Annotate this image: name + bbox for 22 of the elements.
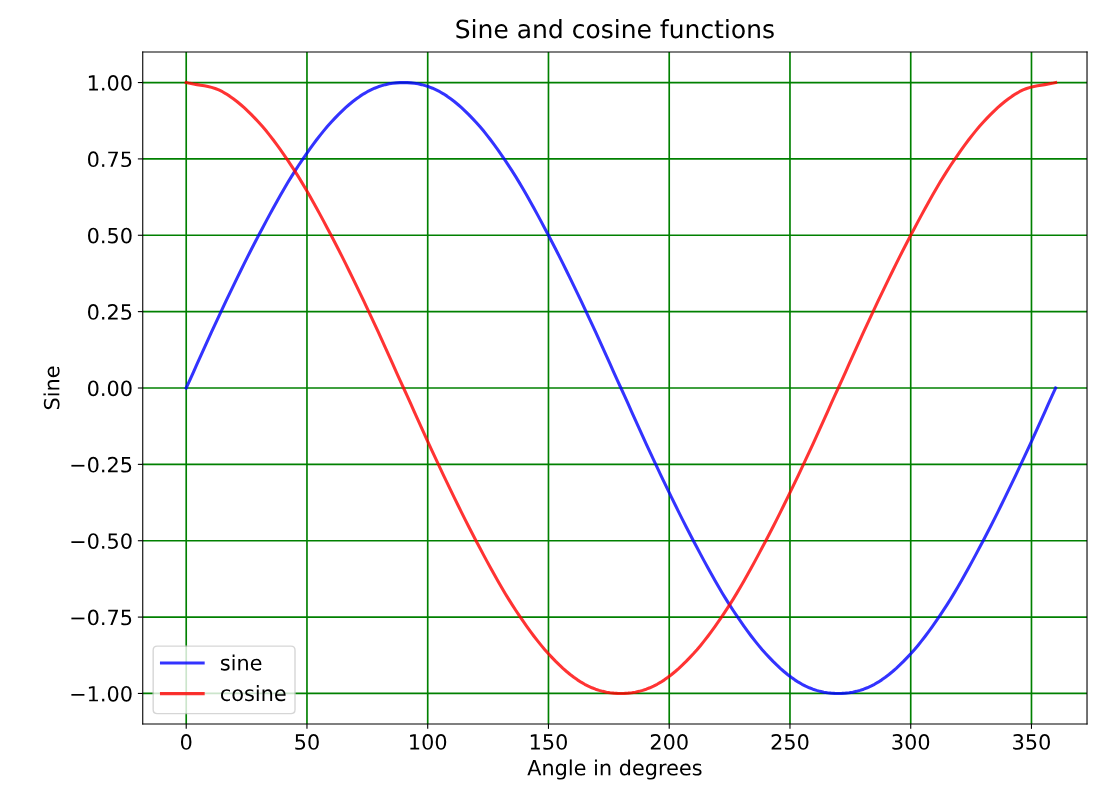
legend-label: cosine — [220, 685, 286, 702]
y-tick-label: −0.50 — [71, 533, 132, 549]
y-tick-label: 0.75 — [88, 151, 132, 168]
y-tick-label: −0.75 — [71, 609, 132, 626]
x-tick-label: 300 — [892, 734, 930, 750]
y-tick-label: −1.00 — [71, 685, 132, 702]
x-tick-label: 100 — [410, 734, 447, 750]
y-tick-label: 1.00 — [88, 75, 132, 91]
chart-title: Sine and cosine functions — [456, 19, 774, 39]
y-tick-label: 0.50 — [88, 227, 132, 244]
x-axis-title: Angle in degrees — [527, 759, 702, 780]
y-axis-title: Sine — [43, 366, 60, 410]
y-tick-label: −0.25 — [71, 456, 132, 473]
x-tick-label: 350 — [1013, 734, 1050, 750]
y-tick-label: 0.25 — [88, 304, 132, 320]
legend-label: sine — [220, 654, 262, 671]
x-tick-label: 50 — [295, 734, 319, 750]
x-tick-label: 200 — [650, 734, 688, 750]
x-tick-label: 150 — [530, 734, 567, 750]
x-tick-label: 250 — [771, 734, 809, 750]
x-tick-label: 0 — [180, 734, 192, 750]
y-tick-label: 0.00 — [88, 380, 132, 397]
